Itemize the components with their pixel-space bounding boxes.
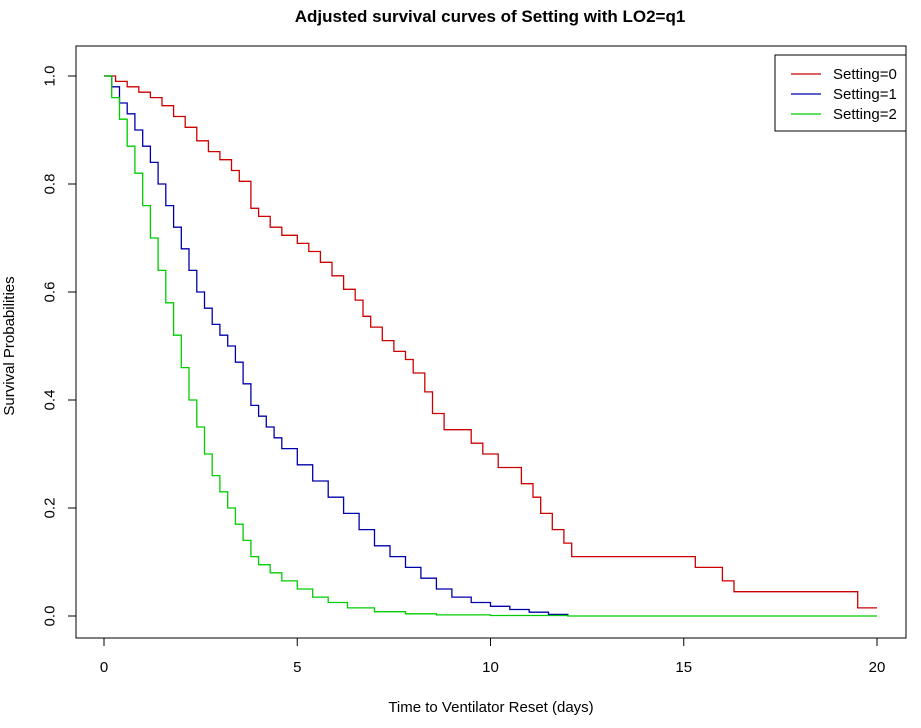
x-tick-label: 15 [675, 659, 692, 676]
x-tick-label: 5 [293, 659, 301, 676]
x-axis-label: Time to Ventilator Reset (days) [388, 699, 593, 716]
y-tick-label: 0.0 [42, 606, 59, 627]
series-line-setting-1 [104, 75, 569, 616]
x-tick-label: 0 [100, 659, 108, 676]
x-axis: 0 5 10 15 20 [100, 637, 886, 676]
y-tick-label: 0.6 [42, 282, 59, 303]
x-tick-label: 20 [869, 659, 886, 676]
series-line-setting-2 [104, 75, 877, 617]
y-tick-label: 1.0 [42, 66, 59, 87]
y-axis: 0.0 0.2 0.4 0.6 0.8 1.0 [42, 66, 77, 627]
legend-label: Setting=1 [833, 86, 897, 103]
legend: Setting=0 Setting=1 Setting=2 [774, 54, 907, 132]
plot-frame [75, 45, 907, 639]
y-tick-label: 0.2 [42, 498, 59, 519]
legend-box [774, 54, 907, 132]
chart-title: Adjusted survival curves of Setting with… [295, 7, 686, 26]
y-tick-label: 0.4 [42, 390, 59, 411]
legend-label: Setting=2 [833, 106, 897, 123]
series-layer [104, 75, 877, 617]
y-axis-label: Survival Probabilities [1, 276, 18, 415]
y-tick-label: 0.8 [42, 174, 59, 195]
series-line-setting-0 [104, 75, 877, 609]
legend-label: Setting=0 [833, 66, 897, 83]
x-tick-label: 10 [482, 659, 499, 676]
